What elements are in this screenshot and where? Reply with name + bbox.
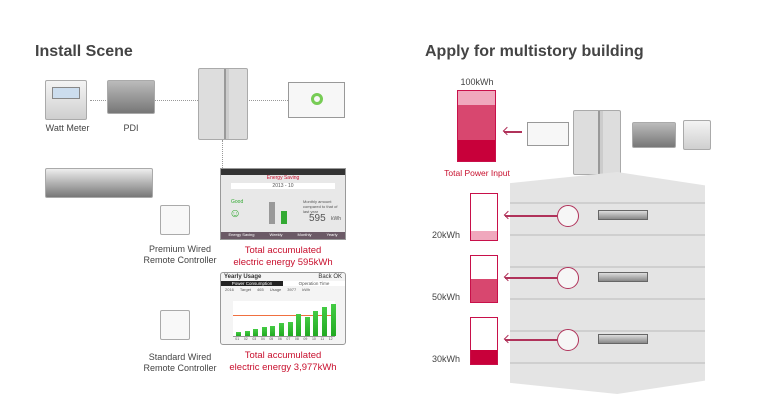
month-label: 07 [286,337,291,341]
indoor-unit [598,272,648,282]
month-label: 04 [260,337,265,341]
year: 2016 [225,287,234,292]
month-bar [322,306,327,336]
month-bar [236,332,241,336]
month-label: 09 [303,337,308,341]
floor-value: 20kWh [432,230,461,240]
outdoor-unit [198,68,248,140]
premium-controller-device [160,205,190,235]
building [510,172,705,394]
energy-header: Energy Saving [266,175,300,181]
tab-power-consumption[interactable]: Power Consumption [221,281,283,286]
month-label: 05 [269,337,274,341]
month-label: 08 [294,337,299,341]
watt-meter-device [683,120,711,150]
month-label: 06 [277,337,282,341]
month-label: 01 [235,337,240,341]
watt-meter-device [45,80,87,120]
arrow-icon [505,339,557,341]
tab-weekly[interactable]: Weekly [269,232,283,237]
floor-power-bar [470,317,498,365]
indoor-unit [45,168,153,198]
month-bar [287,321,293,336]
connection-line [90,100,290,101]
yearly-bar-chart [233,301,336,337]
pdi-device [632,122,676,148]
standard-controller-device [160,310,190,340]
yearly-caption-1: Total accumulated [244,350,322,361]
month-bar [261,327,267,336]
total-power-label: Total Power Input [444,168,510,178]
usage-value: 3977 [287,287,297,292]
month-bar [296,313,302,336]
premium-controller-label-1: Premium Wired [148,244,211,254]
smiley-icon: ☺ [229,206,242,220]
month-label: 12 [328,337,333,341]
floor-power-bar [470,193,498,241]
pdi-label: PDI [123,123,139,133]
month-bar [330,303,336,336]
central-controller-screen [288,82,345,118]
tab-monthly[interactable]: Monthly [297,232,312,237]
floor-value: 50kWh [432,292,461,302]
month-label: 03 [252,337,257,341]
usage-unit: kWh [302,287,311,292]
target-label: Target [239,287,252,292]
target-value: 465 [257,287,264,292]
energy-status: Good [231,199,244,205]
energy-caption-2: electric energy 595kWh [233,257,333,268]
magnifier-icon [557,267,579,289]
connection-line [222,140,223,170]
pdi-device [107,80,155,114]
arrow-icon [505,277,557,279]
magnifier-icon [557,329,579,351]
month-bar [279,323,284,336]
month-bar [313,311,319,336]
outdoor-unit [573,110,621,175]
arrow-icon [504,131,522,133]
central-controller-screen [527,122,569,146]
yearly-title: Yearly Usage [224,274,262,280]
install-scene-title: Install Scene [35,43,133,60]
energy-month: 2013 - 10 [231,183,335,189]
month-label: 11 [320,337,325,341]
month-label: 10 [311,337,316,341]
energy-unit: kWh [331,216,341,222]
usage-label: Usage [269,287,282,292]
tab-operation-time[interactable]: Operation Time [283,281,345,286]
tab-yearly[interactable]: Yearly [326,232,338,237]
back-button[interactable]: Back [318,274,332,280]
energy-caption-1: Total accumulated [244,245,322,256]
tab-energy-saving[interactable]: Energy Saving [228,232,255,237]
premium-controller-label-2: Remote Controller [143,255,217,265]
standard-controller-label-1: Standard Wired [148,352,212,362]
floor-value: 30kWh [432,354,461,364]
indoor-unit [598,210,648,220]
total-value: 100kWh [460,77,494,87]
ok-button[interactable]: OK [333,274,342,280]
total-power-bar [457,90,496,162]
yearly-caption-2: electric energy 3,977kWh [229,362,337,373]
month-bar [270,325,276,336]
month-bar [244,330,250,336]
indoor-unit [598,334,648,344]
floor-power-bar [470,255,498,303]
standard-controller-label-2: Remote Controller [143,363,217,373]
energy-note: Monthly amount compared to that of last … [303,199,338,214]
magnifier-icon [557,205,579,227]
energy-saving-screen: Energy Saving 2013 - 10 Good ☺ Monthly a… [220,168,346,240]
energy-value: 595 [309,213,326,224]
month-bar [304,317,310,336]
arrow-icon [505,215,557,217]
month-bar [253,328,259,336]
yearly-usage-screen: Yearly Usage Back OK Power Consumption Ope… [220,272,346,345]
watt-meter-label: Watt Meter [45,123,90,133]
month-label: 02 [243,337,248,341]
multistory-title: Apply for multistory building [425,43,644,60]
